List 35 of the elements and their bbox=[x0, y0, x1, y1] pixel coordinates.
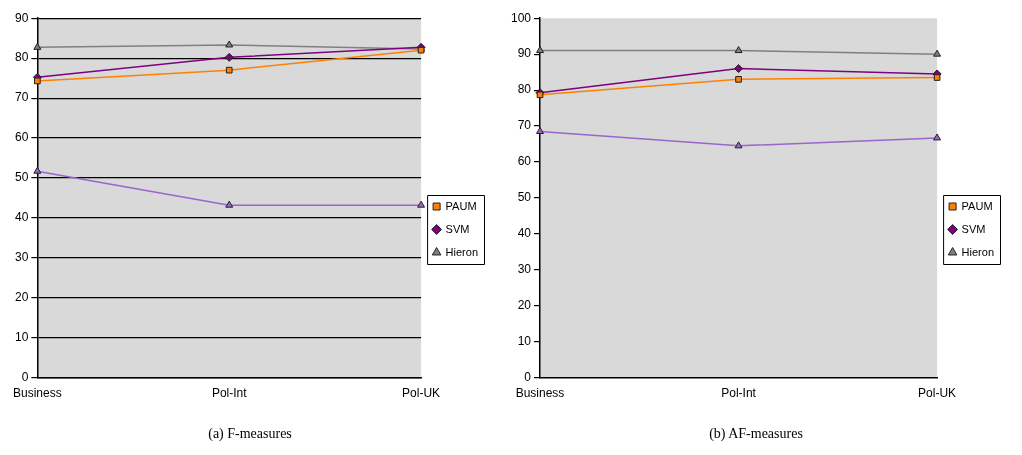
text: (b) AF-measures bbox=[709, 426, 803, 443]
y-tick-label: 90 bbox=[14, 10, 29, 25]
y-tick-label: 50 bbox=[517, 190, 532, 205]
y-tick-label: 30 bbox=[14, 250, 29, 265]
y-tick-label: 100 bbox=[510, 10, 532, 25]
y-tick-label: 70 bbox=[14, 90, 29, 105]
y-tick-label: 20 bbox=[14, 290, 29, 305]
text: (a) F-measures bbox=[208, 426, 292, 443]
legend-label: SVM bbox=[961, 222, 986, 235]
x-tick-label: Pol-Int bbox=[721, 386, 757, 401]
y-tick-label: 90 bbox=[517, 46, 532, 61]
legend-label: Hieron bbox=[445, 245, 478, 258]
x-tick-label: Pol-Int bbox=[211, 386, 248, 401]
y-tick-label: 30 bbox=[517, 262, 532, 277]
y-tick-label: 40 bbox=[517, 226, 532, 241]
y-tick-label: 0 bbox=[21, 370, 29, 385]
y-tick-label: 50 bbox=[14, 170, 29, 185]
y-tick-label: 10 bbox=[14, 330, 29, 345]
legend-label: Hieron bbox=[961, 245, 994, 258]
legend-label: PAUM bbox=[961, 199, 993, 212]
legend-label: PAUM bbox=[445, 199, 477, 212]
y-tick-label: 20 bbox=[517, 298, 532, 313]
x-tick-label: Business bbox=[13, 386, 62, 401]
y-tick-label: 0 bbox=[524, 370, 532, 385]
y-tick-label: 80 bbox=[14, 50, 29, 65]
y-tick-label: 10 bbox=[517, 334, 532, 349]
y-tick-label: 60 bbox=[14, 130, 29, 145]
x-tick-label: Business bbox=[515, 386, 565, 401]
y-tick-label: 70 bbox=[517, 118, 532, 133]
legend-label: SVM bbox=[445, 222, 470, 235]
y-tick-label: 40 bbox=[14, 210, 29, 225]
x-tick-label: Pol-UK bbox=[402, 386, 441, 401]
y-tick-label: 80 bbox=[517, 82, 532, 97]
x-tick-label: Pol-UK bbox=[918, 386, 957, 401]
y-tick-label: 60 bbox=[517, 154, 532, 169]
